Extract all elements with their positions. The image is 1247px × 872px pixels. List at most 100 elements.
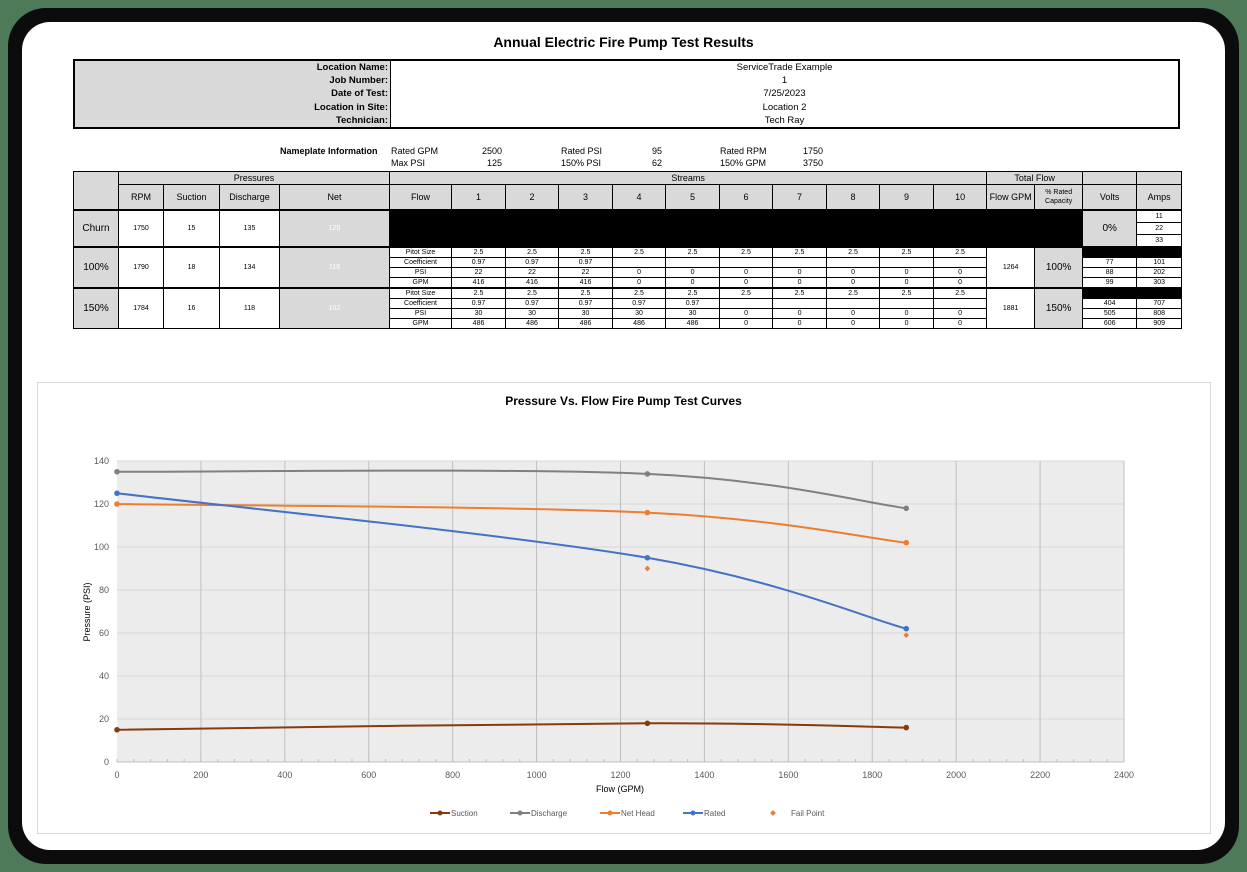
r100-amps-2: 202 <box>1136 267 1183 278</box>
svg-text:140: 140 <box>94 456 109 466</box>
max-psi-value: 125 <box>487 158 503 168</box>
test-results-table: Pressures Streams Total Flow RPM Suction… <box>73 171 1183 329</box>
value-location-in-site: Location 2 <box>762 101 807 113</box>
churn-blackout <box>389 209 1084 248</box>
svg-text:Discharge: Discharge <box>531 809 568 818</box>
svg-text:2000: 2000 <box>946 770 966 780</box>
amps-group-header <box>1136 171 1183 185</box>
table-row-100: 100% 1790 18 134 116 Pitot Size 2.5 2.5 … <box>73 246 1183 289</box>
suction-header: Suction <box>163 184 220 211</box>
amps-header: Amps <box>1136 184 1183 211</box>
info-table: Location Name: Job Number: Date of Test:… <box>73 59 1180 129</box>
row-label-churn: Churn <box>73 209 119 248</box>
churn-volts-2: 22 <box>1136 222 1183 235</box>
svg-text:1000: 1000 <box>527 770 547 780</box>
r150-capacity: 150% <box>1034 287 1084 329</box>
label-technician: Technician: <box>335 114 388 126</box>
svg-text:1600: 1600 <box>778 770 798 780</box>
svg-text:Fail Point: Fail Point <box>791 809 825 818</box>
r150-gpm: 0 <box>933 318 988 329</box>
rated-gpm-label: Rated GPM <box>391 146 439 156</box>
flow-gpm-header: Flow GPM <box>986 184 1036 211</box>
stream-header: 5 <box>665 184 721 211</box>
churn-capacity: 0% <box>1082 209 1138 248</box>
label-location-name: Location Name: <box>316 62 388 73</box>
svg-text:1400: 1400 <box>694 770 714 780</box>
svg-text:800: 800 <box>445 770 460 780</box>
r150-rpm: 1784 <box>118 287 164 329</box>
rpm-header: RPM <box>118 184 164 211</box>
flow-header: Flow <box>389 184 453 211</box>
gpm150-label: 150% GPM <box>720 158 767 168</box>
label-location-in-site: Location in Site: <box>314 101 388 113</box>
rated-gpm-value: 2500 <box>482 146 503 156</box>
r150-flow-gpm: 1881 <box>986 287 1036 329</box>
discharge-header: Discharge <box>219 184 280 211</box>
nameplate-heading: Nameplate Information <box>280 146 378 156</box>
rated-rpm-value: 1750 <box>803 146 824 156</box>
gridlines <box>117 460 1125 762</box>
rated-psi-value: 95 <box>652 146 663 156</box>
r100-net: 116 <box>278 246 391 289</box>
svg-text:0: 0 <box>104 757 109 767</box>
r150-net: 102 <box>278 287 391 329</box>
svg-text:20: 20 <box>99 714 109 724</box>
churn-net: 120 <box>278 209 391 248</box>
stream-header: 3 <box>558 184 614 211</box>
svg-text:60: 60 <box>99 628 109 638</box>
net-header: Net <box>278 184 391 211</box>
churn-suction: 15 <box>163 209 220 248</box>
chart-legend: Suction Discharge Net Head Rated Fail Point <box>430 809 825 818</box>
stream-header: 4 <box>612 184 667 211</box>
psi150-label: 150% PSI <box>561 158 602 168</box>
svg-text:1200: 1200 <box>610 770 630 780</box>
psi150-value: 62 <box>652 158 663 168</box>
gpm150-value: 3750 <box>803 158 824 168</box>
table-row-150: 150% 1784 16 118 102 Pitot Size 2.5 2.5 … <box>73 287 1183 329</box>
row-label-150: 150% <box>73 287 119 329</box>
svg-text:400: 400 <box>277 770 292 780</box>
value-technician: Tech Ray <box>764 114 805 126</box>
info-values: ServiceTrade Example 1 7/25/2023 Locatio… <box>391 61 1178 127</box>
churn-rpm: 1750 <box>118 209 164 248</box>
rated-capacity-header: % Rated Capacity <box>1034 184 1084 211</box>
r150-discharge: 118 <box>219 287 280 329</box>
stream-header: 2 <box>505 184 560 211</box>
volts-header: Volts <box>1082 184 1138 211</box>
r100-psi: 0 <box>933 267 988 278</box>
svg-text:100: 100 <box>94 542 109 552</box>
data-series <box>114 468 910 733</box>
table-row-churn: Churn 1750 15 135 120 0% 11 44 <box>73 209 1183 248</box>
svg-text:Net Head: Net Head <box>621 809 655 818</box>
stream-header: 6 <box>719 184 774 211</box>
total-flow-header: Total Flow <box>986 171 1084 185</box>
svg-text:Rated: Rated <box>704 809 725 818</box>
svg-text:0: 0 <box>114 770 119 780</box>
svg-text:2400: 2400 <box>1114 770 1134 780</box>
streams-header: Streams <box>389 171 988 185</box>
value-location-name: ServiceTrade Example <box>736 62 833 73</box>
svg-text:Suction: Suction <box>451 809 478 818</box>
stream-header: 1 <box>451 184 507 211</box>
svg-text:120: 120 <box>94 499 109 509</box>
r150-suction: 16 <box>163 287 220 329</box>
svg-text:200: 200 <box>193 770 208 780</box>
stream-header: 9 <box>879 184 935 211</box>
x-axis-title: Flow (GPM) <box>596 784 644 794</box>
y-axis-title: Pressure (PSI) <box>82 582 92 641</box>
r150-amps-3: 909 <box>1136 318 1183 329</box>
rated-psi-label: Rated PSI <box>561 146 603 156</box>
svg-text:80: 80 <box>99 585 109 595</box>
corner-cell <box>73 171 119 211</box>
info-labels: Location Name: Job Number: Date of Test:… <box>75 61 391 127</box>
stream-header: 7 <box>772 184 828 211</box>
svg-text:2200: 2200 <box>1030 770 1050 780</box>
label-job-number: Job Number: <box>329 75 388 87</box>
svg-text:1800: 1800 <box>862 770 882 780</box>
max-psi-label: Max PSI <box>391 158 426 168</box>
svg-text:40: 40 <box>99 671 109 681</box>
pressures-header: Pressures <box>117 171 391 185</box>
chart-title: Pressure Vs. Flow Fire Pump Test Curves <box>505 394 742 408</box>
